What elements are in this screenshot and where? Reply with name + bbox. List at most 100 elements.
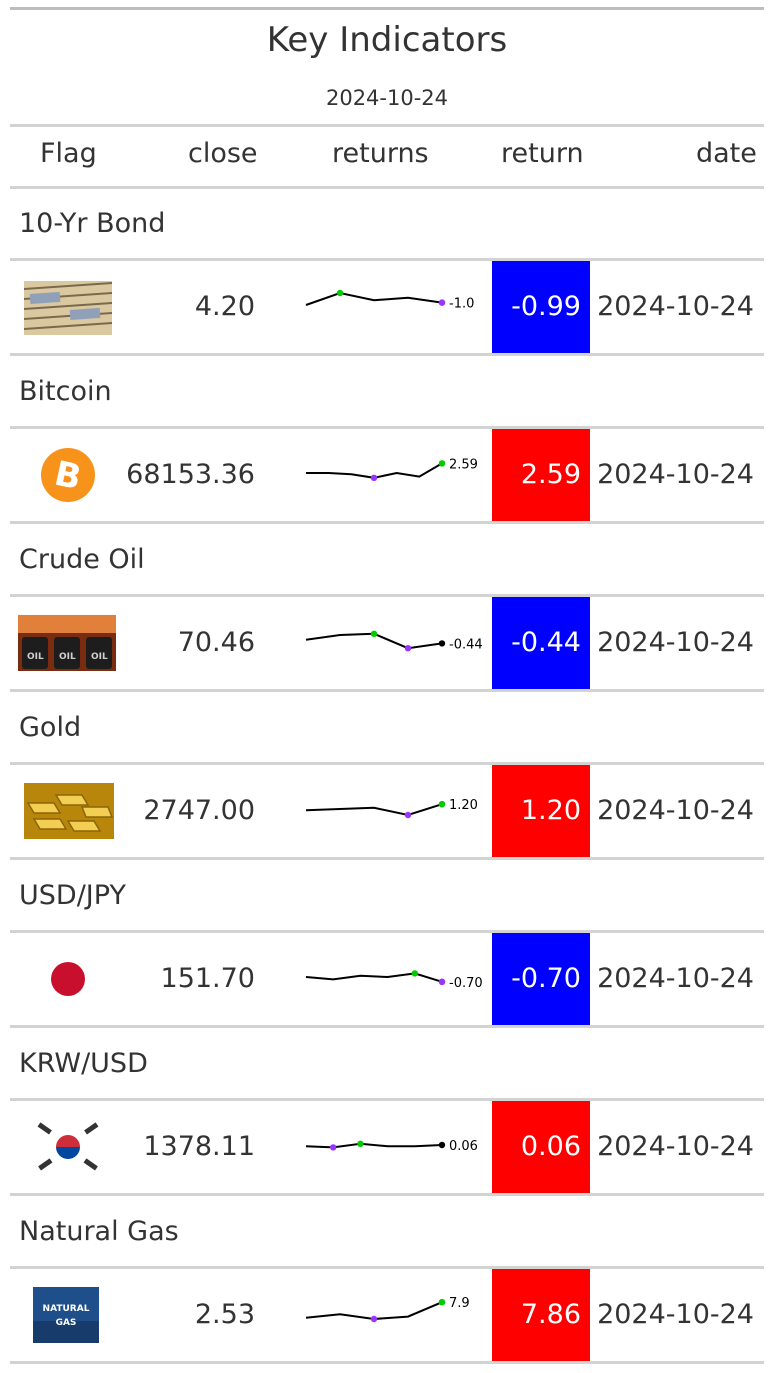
- svg-text:GAS: GAS: [56, 1318, 77, 1328]
- group-label-crude-oil: Crude Oil: [19, 544, 145, 575]
- oil-barrels-icon: OIL OIL OIL: [18, 615, 116, 675]
- row-divider: [10, 930, 764, 933]
- bond-certificate-icon: [23, 279, 113, 339]
- table-top-border: [10, 7, 764, 10]
- sparkline-last-point: [438, 640, 446, 647]
- sparkline-high-point: [411, 970, 418, 977]
- returns-sparkline: 0.06: [305, 1139, 478, 1154]
- table-row-natural-gas: NATURAL GAS 2.53 7.9 7.86 2024-10-24: [10, 1269, 764, 1361]
- natural-gas-icon: NATURAL GAS: [33, 1287, 99, 1347]
- sparkline-path: [305, 972, 443, 983]
- group-label-natural-gas: Natural Gas: [19, 1216, 179, 1247]
- sparkline-low-point: [330, 1144, 337, 1151]
- sparkline-high-point: [336, 289, 344, 297]
- close-value: 151.70: [160, 963, 255, 994]
- bitcoin-icon: B: [39, 446, 97, 508]
- return-cell: 2.59: [492, 429, 590, 521]
- column-header-flag: Flag: [40, 138, 97, 169]
- sparkline-last-label: -0.44: [449, 637, 483, 652]
- returns-sparkline: -0.44: [305, 630, 483, 652]
- close-value: 2747.00: [143, 795, 255, 826]
- svg-text:NATURAL: NATURAL: [43, 1304, 90, 1314]
- group-label-gold: Gold: [19, 712, 82, 743]
- header-top-border: [10, 124, 764, 127]
- row-divider: [10, 857, 764, 860]
- row-divider: [10, 1193, 764, 1196]
- date-value: 2024-10-24: [597, 291, 754, 322]
- row-divider: [10, 1098, 764, 1101]
- sparkline-last-label: 0.06: [449, 1139, 478, 1154]
- sparkline-path: [305, 291, 443, 306]
- close-value: 4.20: [194, 291, 255, 322]
- column-header-date: date: [696, 138, 757, 169]
- returns-sparkline: -0.70: [305, 970, 483, 991]
- sparkline-path: [305, 1142, 443, 1149]
- returns-sparkline: 7.9: [305, 1296, 470, 1323]
- row-divider: [10, 258, 764, 261]
- svg-text:OIL: OIL: [59, 652, 76, 662]
- row-divider: [10, 762, 764, 765]
- group-label-krw-usd: KRW/USD: [19, 1048, 148, 1079]
- table-subtitle: 2024-10-24: [325, 86, 449, 110]
- return-cell: 0.06: [492, 1101, 590, 1193]
- group-label-10-yr-bond: 10-Yr Bond: [19, 208, 166, 239]
- group-label-usd-jpy: USD/JPY: [19, 880, 126, 911]
- returns-sparkline: 1.20: [305, 798, 478, 819]
- column-header-return: return: [501, 138, 584, 169]
- row-divider: [10, 689, 764, 692]
- row-divider: [10, 1361, 764, 1364]
- close-value: 70.46: [177, 627, 255, 658]
- header-bottom-border: [10, 186, 764, 189]
- table-row-gold: 2747.00 1.20 1.20 2024-10-24: [10, 765, 764, 857]
- table-row-crude-oil: OIL OIL OIL 70.46 -0.44 -0.44 2024-10-24: [10, 597, 764, 689]
- close-value: 68153.36: [126, 459, 255, 490]
- sparkline-low-point: [404, 811, 412, 819]
- date-value: 2024-10-24: [597, 795, 754, 826]
- table-row-10-yr-bond: 4.20 -1.0 -0.99 2024-10-24: [10, 261, 764, 353]
- sparkline-last-point: [438, 299, 446, 306]
- sparkline-path: [305, 803, 443, 817]
- table-title: Key Indicators: [266, 20, 508, 60]
- sparkline-last-label: 2.59: [449, 457, 478, 472]
- row-divider: [10, 426, 764, 429]
- svg-text:OIL: OIL: [91, 652, 108, 662]
- row-divider: [10, 594, 764, 597]
- returns-sparkline: -1.0: [305, 289, 474, 312]
- sparkline-last-label: 7.9: [449, 1296, 470, 1311]
- return-cell: -0.70: [492, 933, 590, 1025]
- sparkline-last-label: -0.70: [449, 976, 483, 991]
- date-value: 2024-10-24: [597, 459, 754, 490]
- close-value: 2.53: [194, 1299, 255, 1330]
- gold-bars-icon: [24, 783, 114, 843]
- sparkline-last-point: [438, 1299, 446, 1306]
- row-divider: [10, 1266, 764, 1269]
- sparkline-high-point: [370, 630, 378, 637]
- table-row-krw-usd: 1378.11 0.06 0.06 2024-10-24: [10, 1101, 764, 1193]
- korea-flag-icon: [36, 1120, 100, 1178]
- row-divider: [10, 353, 764, 356]
- date-value: 2024-10-24: [597, 627, 754, 658]
- date-value: 2024-10-24: [597, 1299, 754, 1330]
- sparkline-last-point: [438, 1141, 446, 1149]
- returns-sparkline: 2.59: [306, 457, 478, 481]
- row-divider: [10, 521, 764, 524]
- sparkline-low-point: [370, 1315, 378, 1323]
- row-divider: [10, 1025, 764, 1028]
- return-cell: 7.86: [492, 1269, 590, 1361]
- sparkline-last-point: [438, 978, 446, 985]
- table-row-usd-jpy: 151.70 -0.70 -0.70 2024-10-24: [10, 933, 764, 1025]
- group-label-bitcoin: Bitcoin: [19, 376, 112, 407]
- table-row-bitcoin: B 68153.36 2.59 2.59 2024-10-24: [10, 429, 764, 521]
- sparkline-last-point: [438, 801, 446, 808]
- return-cell: 1.20: [492, 765, 590, 857]
- sparkline-last-label: -1.0: [449, 297, 474, 312]
- date-value: 2024-10-24: [597, 1131, 754, 1162]
- return-cell: -0.44: [492, 597, 590, 689]
- sparkline-last-label: 1.20: [449, 798, 478, 813]
- column-header-close: close: [188, 138, 258, 169]
- sparkline-low-point: [404, 645, 412, 652]
- sparkline-low-point: [370, 474, 378, 481]
- date-value: 2024-10-24: [597, 963, 754, 994]
- sparkline-high-point: [357, 1140, 364, 1147]
- svg-text:OIL: OIL: [27, 652, 44, 662]
